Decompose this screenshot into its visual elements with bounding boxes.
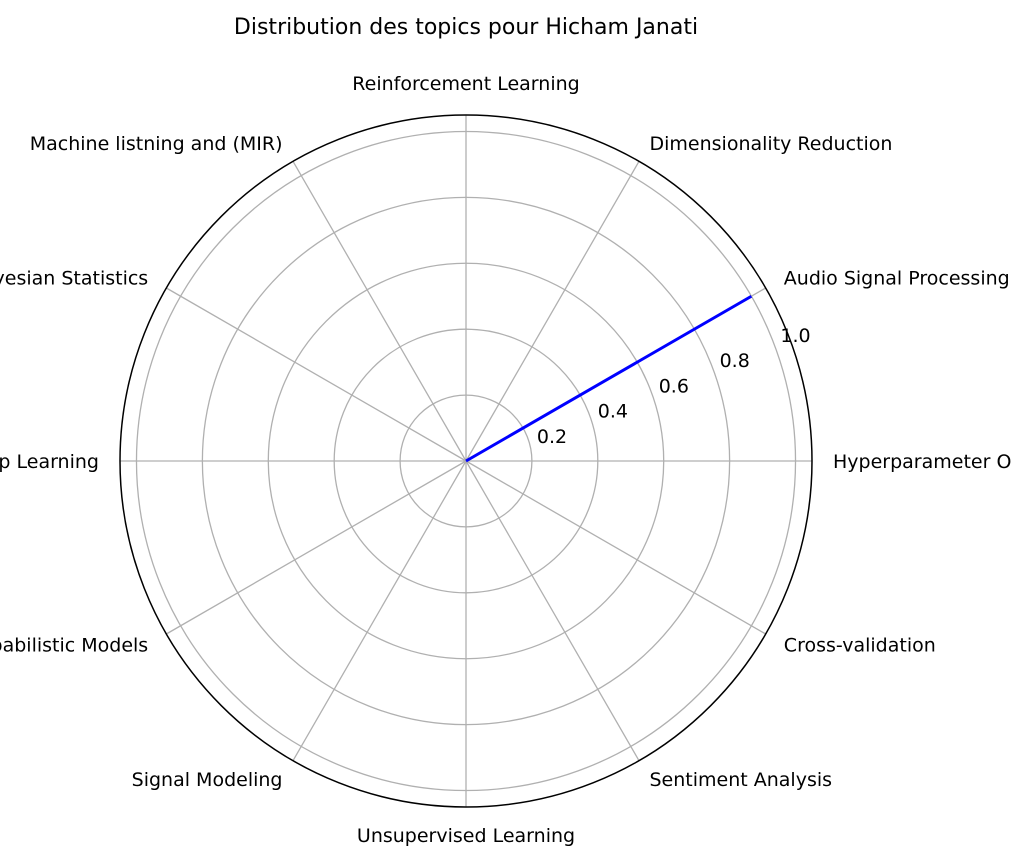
- series-layer: [465, 294, 753, 463]
- chart-title: Distribution des topics pour Hicham Jana…: [234, 15, 698, 40]
- grid-spoke: [166, 460, 467, 635]
- category-label: Bayesian Statistics: [0, 268, 148, 290]
- grid-spoke: [292, 161, 467, 462]
- polar-frame: [119, 114, 813, 808]
- grid-spoke: [166, 287, 467, 462]
- radial-tick-labels: 0.2 0.4 0.6 0.8 1.0: [537, 325, 811, 448]
- category-label: Dimensionality Reduction: [650, 133, 893, 155]
- grid-spoke: [465, 460, 640, 761]
- grid-spoke: [292, 460, 467, 761]
- category-label: Cross-validation: [784, 635, 936, 657]
- radial-tick-label: 0.8: [720, 350, 750, 372]
- series-line: [465, 294, 753, 463]
- category-labels: Hyperparameter Optimization Audio Signal …: [0, 73, 1013, 847]
- radial-tick-label: 0.2: [537, 426, 567, 448]
- grid: [119, 114, 813, 808]
- radial-tick-label: 0.6: [659, 375, 689, 397]
- category-label: Hyperparameter Optimization: [833, 451, 1013, 473]
- category-label: Probabilistic Models: [0, 635, 148, 657]
- grid-spoke: [465, 460, 766, 635]
- category-label: Signal Modeling: [132, 769, 283, 791]
- category-label: Machine listning and (MIR): [30, 133, 283, 155]
- category-label: Audio Signal Processing: [784, 268, 1010, 290]
- category-label: Reinforcement Learning: [352, 73, 579, 95]
- radial-tick-label: 1.0: [780, 325, 810, 347]
- radial-tick-label: 0.4: [598, 401, 628, 423]
- category-label: Sentiment Analysis: [650, 769, 833, 791]
- category-label: Deep Learning: [0, 451, 99, 473]
- grid-spoke: [465, 161, 640, 462]
- category-label: Unsupervised Learning: [357, 825, 575, 847]
